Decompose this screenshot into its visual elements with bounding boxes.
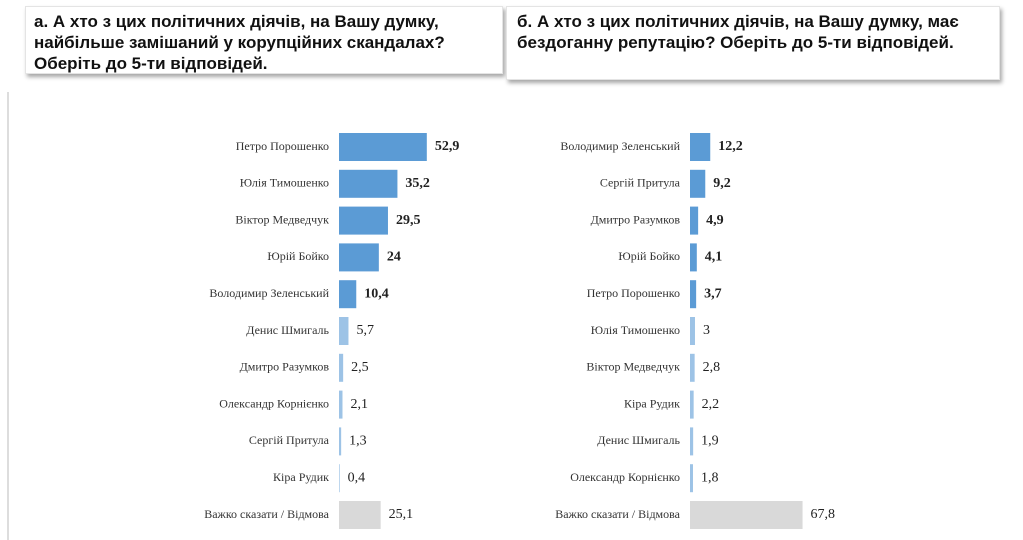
bar <box>339 464 340 493</box>
value-label: 10,4 <box>364 286 389 301</box>
bar <box>690 133 711 161</box>
bar <box>339 206 388 235</box>
bar <box>690 280 697 309</box>
bar <box>339 169 398 198</box>
value-label: 12,2 <box>718 139 743 154</box>
bar <box>339 133 427 161</box>
category-label: Юрій Бойко <box>267 249 329 263</box>
value-label: 3,7 <box>704 286 722 301</box>
value-label: 3 <box>703 323 710 338</box>
category-label: Віктор Медведчук <box>586 360 680 374</box>
bar <box>690 353 695 382</box>
value-label: 35,2 <box>405 176 430 191</box>
bar <box>339 427 342 456</box>
category-label: Дмитро Разумков <box>591 212 681 226</box>
bar <box>690 243 697 272</box>
value-label: 67,8 <box>811 507 836 522</box>
value-label: 52,9 <box>435 139 460 154</box>
bar <box>690 317 695 345</box>
value-label: 29,5 <box>396 213 421 228</box>
category-label: Кіра Рудик <box>273 470 329 484</box>
bar <box>690 464 693 493</box>
category-label: Володимир Зеленський <box>209 286 329 300</box>
value-label: 1,9 <box>701 434 719 449</box>
value-label: 2,8 <box>703 360 721 375</box>
bar <box>339 317 349 345</box>
value-label: 4,1 <box>705 250 723 265</box>
bar <box>690 169 706 198</box>
value-label: 25,1 <box>389 507 414 522</box>
value-label: 5,7 <box>356 323 374 338</box>
category-label: Олександр Корнієнко <box>219 396 329 410</box>
category-label: Сергій Притула <box>249 433 330 447</box>
bar <box>690 390 694 419</box>
bar <box>339 243 379 272</box>
category-label: Володимир Зеленський <box>560 139 680 153</box>
category-label: Важко сказати / Відмова <box>555 507 680 521</box>
category-label: Віктор Медведчук <box>235 212 329 226</box>
value-label: 0,4 <box>348 470 366 485</box>
category-label: Юлія Тимошенко <box>240 176 329 190</box>
value-label: 1,3 <box>349 434 367 449</box>
value-label: 24 <box>387 250 401 265</box>
value-label: 1,8 <box>701 470 719 485</box>
category-label: Важко сказати / Відмова <box>204 507 329 521</box>
value-label: 2,1 <box>350 397 368 412</box>
category-label: Дмитро Разумков <box>240 360 330 374</box>
chart-title: а. А хто з цих політичних діячів, на Ваш… <box>25 6 503 74</box>
bar <box>339 501 381 529</box>
category-label: Юлія Тимошенко <box>591 323 680 337</box>
category-label: Денис Шмигаль <box>597 433 680 447</box>
bar <box>339 390 343 419</box>
category-label: Юрій Бойко <box>618 249 680 263</box>
bar <box>339 280 357 309</box>
category-label: Петро Порошенко <box>236 139 329 153</box>
value-label: 4,9 <box>706 213 724 228</box>
bar <box>339 353 344 382</box>
chart-title: б. А хто з цих політичних діячів, на Ваш… <box>506 6 1000 80</box>
bar <box>690 206 699 235</box>
category-label: Петро Порошенко <box>587 286 680 300</box>
value-label: 2,5 <box>351 360 369 375</box>
value-label: 9,2 <box>713 176 731 191</box>
category-label: Кіра Рудик <box>624 396 680 410</box>
category-label: Сергій Притула <box>600 176 681 190</box>
value-label: 2,2 <box>702 397 720 412</box>
bar <box>690 501 803 529</box>
bar <box>690 427 694 456</box>
category-label: Олександр Корнієнко <box>570 470 680 484</box>
category-label: Денис Шмигаль <box>246 323 329 337</box>
